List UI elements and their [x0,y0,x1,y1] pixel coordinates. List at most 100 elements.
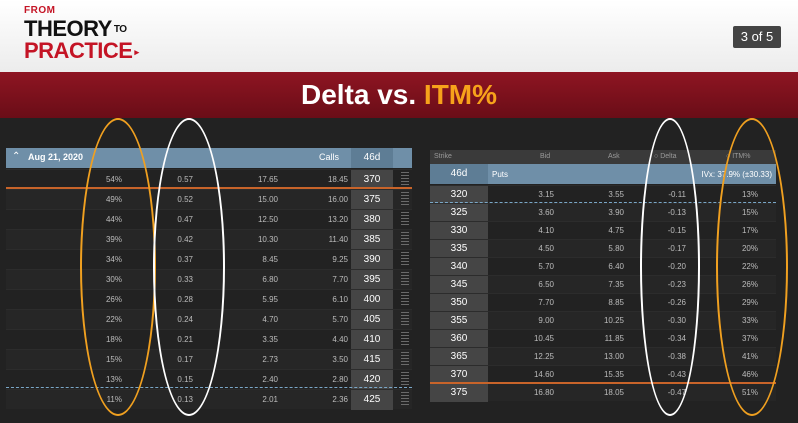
calls-itm-cell: 44% [105,215,122,224]
calls-delta-cell: 0.17 [177,355,193,364]
puts-delta-cell: -0.23 [667,280,686,289]
puts-column-headers: Strike Bid Ask ○ Delta ○ ITM% [430,150,776,164]
calls-row[interactable]: 49% 0.52 15.00 16.00 375 [6,189,412,210]
puts-strike-cell[interactable]: 325 [430,204,488,222]
col-strike[interactable]: Strike [434,153,452,160]
puts-strike-cell[interactable]: 360 [430,330,488,348]
puts-row[interactable]: 345 6.50 7.35 -0.23 26% [430,275,776,294]
calls-bid-cell: 5.95 [262,295,278,304]
title-band: Delta vs. ITM% [0,72,798,118]
puts-row[interactable]: 375 16.80 18.05 -0.47 51% [430,383,776,402]
calls-price-ruler [401,172,409,186]
calls-strike-cell[interactable]: 370 [351,170,393,190]
calls-strike-cell[interactable]: 410 [351,330,393,350]
puts-delta-cell: -0.43 [667,370,686,379]
calls-delta-cell: 0.28 [177,295,193,304]
puts-ask-cell: 13.00 [603,352,624,361]
calls-strike-cell[interactable]: 420 [351,370,393,390]
calls-strike-cell[interactable]: 380 [351,210,393,230]
puts-strike-cell[interactable]: 355 [430,312,488,330]
puts-bid-cell: 9.00 [538,316,554,325]
puts-itm-cell: 20% [741,244,758,253]
col-ask[interactable]: Ask [608,153,620,160]
calls-itm-cell: 13% [105,375,122,384]
calls-strike-cell[interactable]: 415 [351,350,393,370]
puts-row[interactable]: 330 4.10 4.75 -0.15 17% [430,221,776,240]
calls-row[interactable]: 26% 0.28 5.95 6.10 400 [6,289,412,310]
puts-row[interactable]: 340 5.70 6.40 -0.20 22% [430,257,776,276]
calls-itm-cell: 54% [105,175,122,184]
calls-bid-cell: 8.45 [262,255,278,264]
calls-row[interactable]: 18% 0.21 3.35 4.40 410 [6,329,412,350]
calls-row[interactable]: 30% 0.33 6.80 7.70 395 [6,269,412,290]
calls-delta-cell: 0.24 [177,315,193,324]
puts-strike-cell[interactable]: 340 [430,258,488,276]
calls-strike-cell[interactable]: 405 [351,310,393,330]
calls-price-ruler [401,212,409,226]
calls-price-ruler [401,312,409,326]
calls-strike-cell[interactable]: 400 [351,290,393,310]
slide-title: Delta vs. ITM% [301,79,497,110]
calls-row[interactable]: 54% 0.57 17.65 18.45 370 [6,169,412,190]
calls-strike-cell[interactable]: 395 [351,270,393,290]
puts-strike-cell[interactable]: 330 [430,222,488,240]
calls-row[interactable]: 11% 0.13 2.01 2.36 425 [6,389,412,410]
collapse-chevron-icon[interactable]: ⌃ [12,151,21,162]
calls-itm-cell: 30% [105,275,122,284]
puts-strike-cell[interactable]: 350 [430,294,488,312]
calls-table: 54% 0.57 17.65 18.45 370 49% 0.52 15.00 16.00 375… [6,169,412,410]
puts-row[interactable]: 370 14.60 15.35 -0.43 46% [430,365,776,384]
calls-bid-cell: 15.00 [257,195,278,204]
calls-bid-cell: 2.40 [262,375,278,384]
col-itm[interactable]: ○ ITM% [726,153,750,160]
puts-bid-cell: 6.50 [538,280,554,289]
col-delta-label: Delta [660,153,677,160]
puts-strike-cell[interactable]: 370 [430,366,488,384]
puts-row[interactable]: 355 9.00 10.25 -0.30 33% [430,311,776,330]
puts-ask-cell: 3.55 [608,190,624,199]
puts-row[interactable]: 350 7.70 8.85 -0.26 29% [430,293,776,312]
calls-row[interactable]: 15% 0.17 2.73 3.50 415 [6,349,412,370]
puts-row[interactable]: 360 10.45 11.85 -0.34 37% [430,329,776,348]
calls-itm-cell: 49% [105,195,122,204]
col-delta[interactable]: ○ Delta [654,153,677,160]
calls-row[interactable]: 34% 0.37 8.45 9.25 390 [6,249,412,270]
calls-strike-cell[interactable]: 390 [351,250,393,270]
slide-counter: 3 of 5 [733,26,781,48]
puts-row[interactable]: 365 12.25 13.00 -0.38 41% [430,347,776,366]
puts-strike-cell[interactable]: 335 [430,240,488,258]
calls-bid-cell: 10.30 [257,235,278,244]
calls-strike-cell[interactable]: 375 [351,190,393,210]
puts-strike-cell[interactable]: 345 [430,276,488,294]
puts-ask-cell: 7.35 [608,280,624,289]
puts-itm-cell: 41% [741,352,758,361]
calls-strike-cell[interactable]: 385 [351,230,393,250]
calls-bid-cell: 4.70 [262,315,278,324]
puts-row[interactable]: 325 3.60 3.90 -0.13 15% [430,203,776,222]
puts-itm-cell: 46% [741,370,758,379]
puts-itm-cell: 51% [741,388,758,397]
col-bid[interactable]: Bid [540,153,551,160]
puts-strike-cell[interactable]: 365 [430,348,488,366]
puts-row[interactable]: 320 3.15 3.55 -0.11 13% [430,185,776,204]
calls-row[interactable]: 39% 0.42 10.30 11.40 385 [6,229,412,250]
calls-itm-cell: 39% [105,235,122,244]
calls-row[interactable]: 13% 0.15 2.40 2.80 420 [6,369,412,390]
calls-row[interactable]: 22% 0.24 4.70 5.70 405 [6,309,412,330]
slide-title-highlight: ITM% [423,79,498,110]
calls-itm-cell: 18% [105,335,122,344]
calls-row[interactable]: 44% 0.47 12.50 13.20 380 [6,209,412,230]
puts-bid-cell: 12.25 [533,352,554,361]
puts-bid-cell: 4.50 [538,244,554,253]
puts-row[interactable]: 335 4.50 5.80 -0.17 20% [430,239,776,258]
puts-itm-cell: 26% [741,280,758,289]
calls-strike-cell[interactable]: 425 [351,390,393,410]
puts-strike-cell[interactable]: 320 [430,186,488,204]
puts-strike-cell[interactable]: 375 [430,384,488,402]
calls-price-ruler [401,252,409,266]
puts-delta-cell: -0.47 [667,388,686,397]
calls-itm-cell: 15% [105,355,122,364]
calls-bid-cell: 6.80 [262,275,278,284]
calls-delta-cell: 0.52 [177,195,193,204]
calls-ask-cell: 18.45 [327,175,348,184]
